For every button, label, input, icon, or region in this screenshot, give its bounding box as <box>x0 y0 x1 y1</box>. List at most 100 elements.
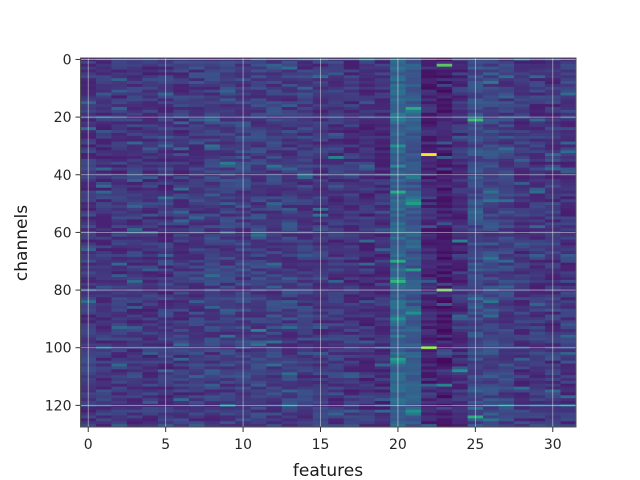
heatmap-cell <box>111 303 128 307</box>
heatmap-cell <box>343 135 360 140</box>
heatmap-cell <box>421 389 438 393</box>
heatmap-cell <box>297 395 314 399</box>
heatmap-cell <box>359 265 376 269</box>
heatmap-cell <box>498 205 515 209</box>
heatmap-cell <box>483 78 499 82</box>
heatmap-cell <box>498 352 515 356</box>
heatmap-cell <box>328 179 345 183</box>
heatmap-cell <box>560 144 577 148</box>
heatmap-cell <box>95 233 112 238</box>
heatmap-cell <box>514 366 530 370</box>
heatmap-cell <box>250 207 267 212</box>
heatmap-cell <box>498 308 515 313</box>
heatmap-cell <box>436 363 453 367</box>
heatmap-cell <box>204 354 221 359</box>
heatmap-cell <box>359 132 376 137</box>
heatmap-cell <box>219 236 236 241</box>
heatmap-cell <box>328 225 345 229</box>
heatmap-cell <box>359 138 376 142</box>
heatmap-cell <box>250 167 267 171</box>
heatmap-cell <box>374 81 391 85</box>
heatmap-cell <box>343 75 360 79</box>
heatmap-cell <box>452 138 469 142</box>
heatmap-cell <box>173 406 190 411</box>
heatmap-cell <box>374 83 391 88</box>
heatmap-cell <box>219 291 236 295</box>
heatmap-cell <box>297 124 314 128</box>
heatmap-cell <box>126 274 143 278</box>
heatmap-cell <box>514 395 530 399</box>
heatmap-cell <box>452 297 469 301</box>
heatmap-cell <box>297 265 314 269</box>
heatmap-cell <box>173 352 190 356</box>
heatmap-cell <box>111 239 128 243</box>
heatmap-cell <box>498 75 515 79</box>
heatmap-cell <box>452 89 469 93</box>
heatmap-cell <box>452 101 469 105</box>
heatmap-cell <box>219 150 236 154</box>
heatmap-cell <box>421 138 438 142</box>
heatmap-cell <box>95 109 112 114</box>
heatmap-cell <box>436 389 453 393</box>
heatmap-cell <box>405 118 422 122</box>
heatmap-cell <box>111 167 128 171</box>
heatmap-cell <box>514 323 530 327</box>
heatmap-cell <box>359 81 376 85</box>
heatmap-cell <box>219 98 236 102</box>
heatmap-cell <box>126 228 143 232</box>
heatmap-cell <box>374 202 391 206</box>
heatmap-cell <box>343 127 360 131</box>
heatmap-cell <box>374 176 391 180</box>
heatmap-cell <box>405 141 422 145</box>
heatmap-cell <box>514 179 530 183</box>
heatmap-cell <box>374 72 391 76</box>
heatmap-cell <box>250 216 267 220</box>
heatmap-cell <box>328 144 345 148</box>
heatmap-cell <box>219 213 236 217</box>
heatmap-cell <box>188 349 205 353</box>
heatmap-cell <box>188 89 205 93</box>
heatmap-cell <box>514 205 530 209</box>
heatmap-cell <box>421 268 438 272</box>
heatmap-cell <box>111 196 128 200</box>
heatmap-cell <box>343 377 360 382</box>
heatmap-cell <box>281 377 298 382</box>
heatmap-cell <box>126 156 143 160</box>
heatmap-cell <box>219 326 236 330</box>
heatmap-cell <box>142 314 159 318</box>
heatmap-cell <box>95 216 112 220</box>
heatmap-cell <box>374 219 391 223</box>
heatmap-cell <box>343 144 360 148</box>
heatmap-cell <box>250 409 267 413</box>
heatmap-cell <box>514 98 530 102</box>
heatmap-cell <box>95 363 112 367</box>
heatmap-cell <box>95 424 112 428</box>
heatmap-cell <box>281 121 298 125</box>
heatmap-cell <box>498 236 515 241</box>
heatmap-cell <box>281 421 298 425</box>
heatmap-cell <box>374 294 391 298</box>
heatmap-cell <box>219 107 236 111</box>
heatmap-cell <box>436 357 453 362</box>
heatmap-cell <box>452 352 469 356</box>
heatmap-cell <box>142 421 159 425</box>
heatmap-cell <box>405 326 422 330</box>
heatmap-cell <box>173 248 190 252</box>
heatmap-cell <box>560 323 577 327</box>
heatmap-cell <box>173 202 190 206</box>
heatmap-cell <box>111 380 128 385</box>
heatmap-cell <box>219 130 236 134</box>
heatmap-cell <box>204 331 221 336</box>
heatmap-cell <box>405 357 422 362</box>
heatmap-cell <box>529 132 546 137</box>
heatmap-cell <box>560 135 577 140</box>
heatmap-cell <box>111 372 128 376</box>
heatmap-cell <box>405 132 422 137</box>
heatmap-cell <box>126 343 143 347</box>
heatmap-cell <box>374 75 391 79</box>
heatmap-cell <box>405 138 422 142</box>
heatmap-cell <box>111 343 128 347</box>
heatmap-cell <box>204 210 221 215</box>
heatmap-cell <box>359 357 376 362</box>
heatmap-cell <box>142 141 159 145</box>
